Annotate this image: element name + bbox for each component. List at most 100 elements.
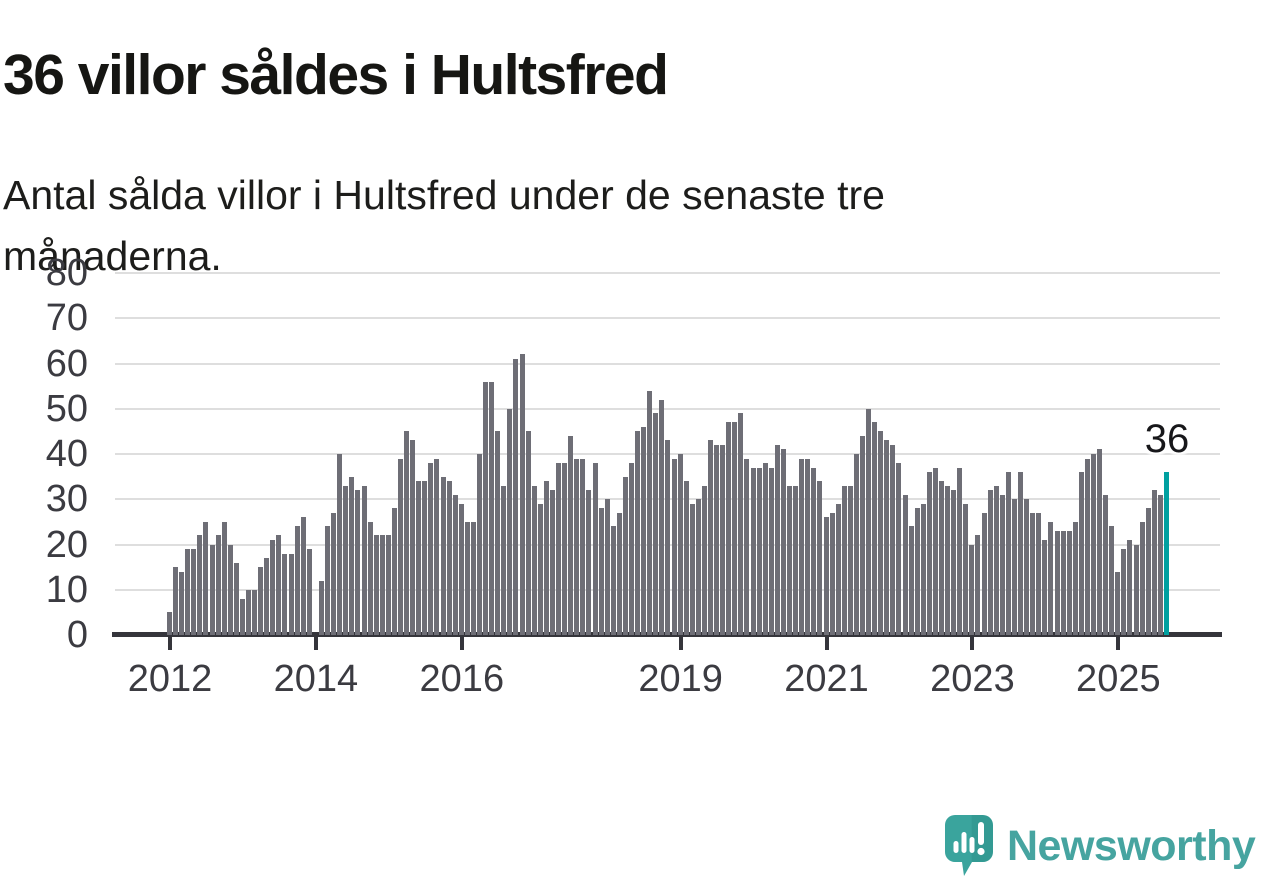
- bar: [720, 444, 726, 635]
- bar: [1060, 530, 1066, 635]
- bar: [215, 535, 221, 635]
- chart-title: 36 villor såldes i Hultsfred: [3, 43, 669, 108]
- bar: [470, 521, 476, 635]
- bar: [616, 512, 622, 635]
- bar: [1054, 530, 1060, 635]
- bar: [1103, 494, 1109, 635]
- bar: [932, 467, 938, 635]
- bar: [999, 494, 1005, 635]
- bar: [252, 589, 258, 635]
- bar: [708, 440, 713, 635]
- x-tick-label-2014: 2014: [273, 658, 359, 700]
- bar: [325, 526, 331, 635]
- bar: [489, 381, 495, 635]
- bar: [926, 472, 932, 635]
- bar: [349, 476, 355, 635]
- y-tick-label: 20: [45, 523, 88, 566]
- x-tick-label-2016: 2016: [419, 658, 505, 700]
- bar: [452, 494, 458, 635]
- x-tick-2021: [824, 637, 829, 650]
- bar: [191, 549, 197, 635]
- bar: [598, 508, 604, 635]
- bar: [1115, 571, 1121, 635]
- bar: [823, 517, 829, 635]
- bar: [543, 481, 549, 635]
- y-tick-label: 40: [45, 433, 88, 475]
- bar: [951, 490, 957, 635]
- y-tick-label: 10: [45, 568, 88, 611]
- x-tick-2012: [168, 637, 173, 650]
- bar: [811, 467, 817, 635]
- bar: [920, 503, 926, 635]
- bar: [683, 481, 689, 635]
- bar: [239, 598, 245, 635]
- bar: [914, 508, 920, 635]
- bar: [1066, 530, 1072, 635]
- bar: [665, 440, 671, 635]
- bar: [1018, 472, 1024, 635]
- bar: [197, 535, 203, 635]
- bar: [647, 390, 653, 635]
- bar: [306, 549, 312, 635]
- bar: [173, 567, 179, 635]
- gridline-50: [115, 407, 1220, 410]
- bar: [525, 431, 531, 635]
- x-tick-2016: [459, 637, 464, 650]
- newsworthy-wordmark: Newsworthy: [1007, 821, 1256, 870]
- y-tick-label: 70: [45, 297, 88, 340]
- x-tick-label-2021: 2021: [784, 658, 869, 700]
- bar: [501, 485, 507, 635]
- bar: [288, 553, 294, 635]
- gridline-60: [115, 362, 1220, 365]
- bar: [859, 435, 865, 635]
- bar: [318, 580, 324, 635]
- bar: [416, 481, 422, 635]
- bar: [337, 454, 343, 635]
- bar: [902, 494, 908, 635]
- bar: [507, 408, 513, 635]
- x-tick-label-2025: 2025: [1076, 658, 1161, 700]
- bar: [379, 535, 385, 635]
- bar: [1042, 539, 1048, 635]
- bar: [890, 444, 896, 635]
- bar: [282, 553, 288, 635]
- bar: [659, 399, 665, 635]
- y-tick-label: 30: [45, 478, 88, 521]
- bar: [227, 544, 233, 635]
- bar: [969, 544, 975, 635]
- plot-area: [112, 272, 1222, 637]
- bar: [185, 549, 191, 635]
- bar: [805, 458, 811, 635]
- bar: [750, 467, 756, 635]
- gridline-80: [115, 272, 1220, 274]
- bar: [689, 503, 695, 635]
- bar: [641, 426, 647, 635]
- bar: [258, 567, 264, 635]
- newsworthy-bubble-icon: [945, 815, 993, 876]
- bar: [495, 431, 501, 635]
- bar: [787, 485, 793, 635]
- bar: [878, 431, 884, 635]
- bar: [233, 562, 239, 635]
- bar: [1048, 521, 1054, 635]
- bar: [391, 508, 397, 635]
- bar: [841, 485, 847, 635]
- bar: [246, 589, 252, 635]
- bar: [671, 458, 677, 635]
- bar: [610, 526, 616, 635]
- bar: [422, 481, 428, 635]
- bar: [331, 512, 337, 635]
- bar: [677, 454, 683, 635]
- bar: [872, 422, 878, 635]
- bar: [1036, 512, 1042, 635]
- bar: [477, 454, 483, 635]
- bar: [653, 413, 659, 635]
- y-tick-label: 50: [45, 387, 88, 430]
- bar: [568, 435, 574, 635]
- bar: [167, 612, 172, 635]
- bar: [294, 526, 300, 635]
- x-tick-label-2023: 2023: [930, 658, 1015, 700]
- bar: [179, 571, 185, 635]
- bar: [604, 499, 610, 635]
